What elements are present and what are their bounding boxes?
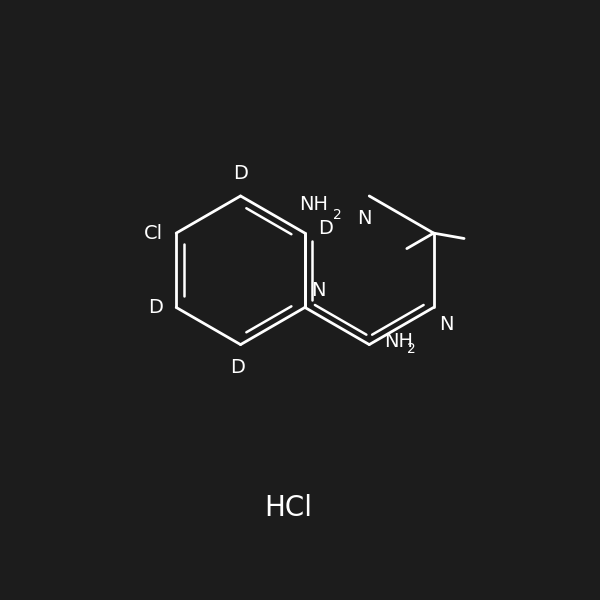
Text: NH: NH <box>384 332 413 351</box>
Text: D: D <box>230 358 245 377</box>
Text: N: N <box>357 209 372 228</box>
Text: HCl: HCl <box>264 494 312 522</box>
Text: 2: 2 <box>407 343 415 356</box>
Text: Cl: Cl <box>144 224 163 242</box>
Text: 2: 2 <box>333 208 341 223</box>
Text: D: D <box>148 298 163 317</box>
Text: D: D <box>233 164 248 183</box>
Text: NH: NH <box>299 195 328 214</box>
Text: N: N <box>311 281 325 300</box>
Text: D: D <box>318 219 333 238</box>
Text: N: N <box>440 314 454 334</box>
